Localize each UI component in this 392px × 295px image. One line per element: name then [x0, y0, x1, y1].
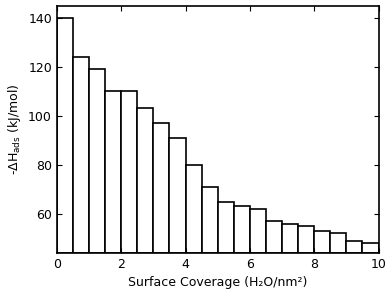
Bar: [298, 226, 314, 253]
Bar: [282, 224, 298, 253]
Bar: [185, 165, 201, 253]
Bar: [89, 69, 105, 253]
Bar: [105, 91, 121, 253]
Bar: [314, 231, 330, 253]
Bar: [121, 91, 137, 253]
X-axis label: Surface Coverage (H₂O/nm²): Surface Coverage (H₂O/nm²): [128, 276, 307, 289]
Bar: [347, 241, 363, 253]
Bar: [379, 248, 392, 253]
Bar: [169, 138, 185, 253]
Bar: [57, 18, 73, 253]
Y-axis label: -ΔH$_\mathrm{ads}$ (kJ/mol): -ΔH$_\mathrm{ads}$ (kJ/mol): [5, 83, 23, 175]
Bar: [218, 201, 234, 253]
Bar: [137, 109, 153, 253]
Bar: [330, 233, 347, 253]
Bar: [266, 221, 282, 253]
Bar: [363, 243, 379, 253]
Bar: [201, 187, 218, 253]
Bar: [234, 206, 250, 253]
Bar: [73, 57, 89, 253]
Bar: [250, 209, 266, 253]
Bar: [153, 123, 169, 253]
